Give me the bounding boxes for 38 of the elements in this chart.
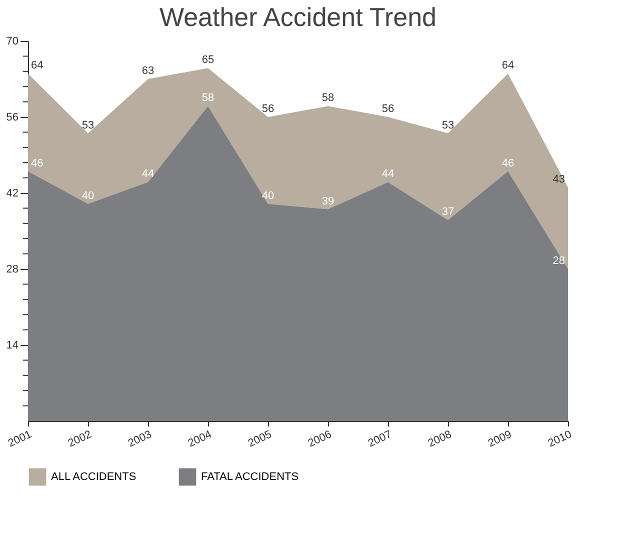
data-label: 56 bbox=[262, 103, 274, 115]
chart-title: Weather Accident Trend bbox=[159, 2, 437, 32]
data-label: 53 bbox=[82, 119, 94, 132]
data-label: 37 bbox=[442, 206, 454, 218]
data-label: 28 bbox=[552, 255, 565, 267]
data-label: 65 bbox=[202, 54, 214, 66]
x-tick-label: 2001 bbox=[6, 428, 34, 450]
x-tick-label: 2004 bbox=[186, 428, 214, 450]
x-tick-label: 2006 bbox=[306, 428, 334, 450]
data-label: 46 bbox=[502, 157, 514, 170]
data-label: 43 bbox=[552, 174, 565, 186]
x-tick-label: 2002 bbox=[66, 428, 94, 450]
data-label: 44 bbox=[142, 168, 154, 180]
x-tick-label: 2010 bbox=[546, 428, 574, 450]
x-tick-label: 2003 bbox=[126, 428, 154, 450]
data-label: 56 bbox=[382, 103, 394, 115]
y-tick-label: 70 bbox=[6, 36, 18, 48]
data-label: 53 bbox=[442, 119, 454, 132]
data-label: 64 bbox=[502, 60, 514, 72]
data-label: 40 bbox=[262, 190, 274, 202]
data-label: 40 bbox=[82, 190, 94, 202]
data-label: 44 bbox=[382, 168, 394, 180]
x-tick-label: 2005 bbox=[246, 428, 274, 450]
y-tick-label: 42 bbox=[6, 188, 18, 200]
y-tick-label: 14 bbox=[6, 340, 18, 352]
data-label: 39 bbox=[322, 195, 334, 208]
data-label: 46 bbox=[31, 157, 44, 170]
data-label: 58 bbox=[322, 92, 334, 104]
data-label: 58 bbox=[202, 92, 214, 104]
data-label: 64 bbox=[31, 60, 44, 72]
y-tick-label: 56 bbox=[6, 112, 18, 124]
legend-label: FATAL ACCIDENTS bbox=[201, 470, 299, 483]
data-label: 63 bbox=[142, 65, 154, 77]
legend-label: ALL ACCIDENTS bbox=[51, 470, 136, 483]
x-tick-label: 2008 bbox=[426, 428, 454, 450]
x-tick-label: 2009 bbox=[486, 428, 514, 450]
x-tick-label: 2007 bbox=[366, 428, 394, 450]
y-tick-label: 28 bbox=[6, 264, 18, 276]
